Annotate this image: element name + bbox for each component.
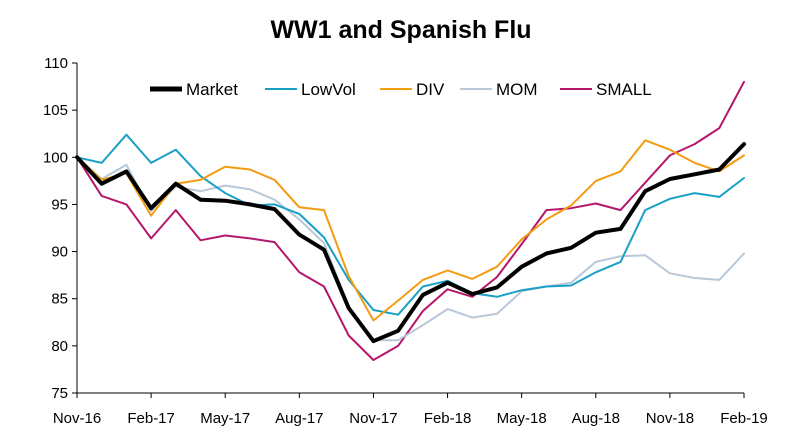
x-tick-label: May-18: [497, 410, 547, 427]
series-line-mom: [76, 156, 745, 342]
y-tick-label: 85: [51, 291, 68, 308]
legend-label-market: Market: [186, 80, 238, 99]
series-line-small: [76, 80, 745, 361]
y-tick-label: 80: [51, 338, 68, 355]
y-axis: 75 80 85 90 95 100 105 110: [43, 55, 78, 402]
x-tick-label: Aug-18: [572, 410, 620, 427]
x-tick-label: Feb-19: [720, 410, 768, 427]
y-tick-label: 95: [51, 196, 68, 213]
x-axis: Nov-16 Feb-17 May-17 Aug-17 Nov-17 Feb-18 May-…: [53, 392, 768, 427]
y-tick-label: 100: [43, 149, 68, 166]
legend: Market LowVol DIV MOM SMALL: [150, 80, 652, 99]
x-tick-label: Nov-17: [349, 410, 397, 427]
legend-label-mom: MOM: [496, 80, 538, 99]
series-line-lowvol: [76, 133, 745, 316]
chart-title: WW1 and Spanish Flu: [270, 16, 531, 44]
legend-label-div: DIV: [416, 80, 445, 99]
legend-label-small: SMALL: [596, 80, 652, 99]
series-line-market: [75, 142, 746, 344]
series-line-div: [76, 139, 745, 322]
x-tick-label: Aug-17: [275, 410, 323, 427]
y-tick-label: 110: [44, 55, 68, 72]
x-tick-label: Nov-18: [646, 410, 694, 427]
y-tick-label: 75: [51, 385, 68, 402]
x-tick-label: Feb-17: [127, 410, 175, 427]
y-tick-label: 90: [51, 244, 68, 261]
y-tick-label: 105: [43, 102, 68, 119]
x-tick-label: May-17: [200, 410, 250, 427]
x-tick-label: Feb-18: [424, 410, 472, 427]
x-tick-label: Nov-16: [53, 410, 101, 427]
series-layer: [75, 80, 746, 361]
legend-label-lowvol: LowVol: [301, 80, 356, 99]
